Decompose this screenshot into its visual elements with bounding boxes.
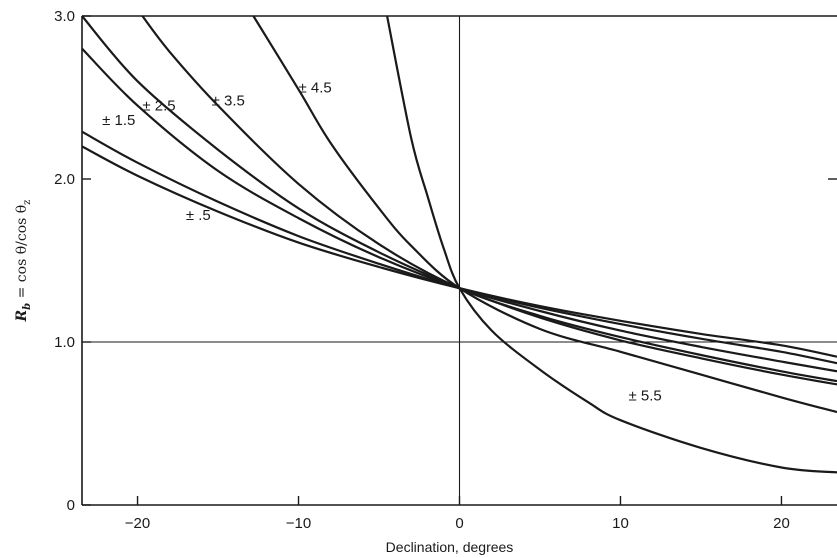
y-tick-label: 3.0 xyxy=(54,8,75,25)
curves xyxy=(81,15,837,474)
x-ticks: −20 −10 0 10 20 xyxy=(125,496,790,532)
curve-label: ± 3.5 xyxy=(212,93,245,110)
curve-label: ± 1.5 xyxy=(102,112,135,129)
y-axis-formula: = cos θ/cos θ xyxy=(14,205,30,303)
y-axis-subscript: b xyxy=(22,303,33,310)
y-tick-label: 1.0 xyxy=(54,334,75,351)
x-tick-label: 10 xyxy=(612,515,629,532)
curve-5p5 xyxy=(386,15,837,474)
y-tick-label: 0 xyxy=(67,497,75,514)
y-axis-formula-subscript: z xyxy=(22,200,33,205)
curve-label: ± 2.5 xyxy=(142,98,175,115)
curve-label: ± 5.5 xyxy=(629,388,662,405)
x-tick-label: −10 xyxy=(286,515,311,532)
x-tick-label: 0 xyxy=(455,515,463,532)
reference-lines xyxy=(82,16,837,505)
y-ticks: 0 1.0 2.0 3.0 xyxy=(54,8,837,514)
y-axis-symbol: R xyxy=(14,310,30,323)
curve-labels: ± .5 ± 1.5 ± 2.5 ± 3.5 ± 4.5 ± 5.5 xyxy=(102,80,662,405)
curve-3p5 xyxy=(141,15,837,383)
x-tick-label: −20 xyxy=(125,515,150,532)
y-axis-title: Rb = cos θ/cos θz xyxy=(14,200,33,323)
y-tick-label: 2.0 xyxy=(54,171,75,188)
x-tick-label: 20 xyxy=(773,515,790,532)
x-axis-title: Declination, degrees xyxy=(386,539,514,555)
curve-4p5 xyxy=(252,15,837,414)
curve-label: ± 4.5 xyxy=(299,80,332,97)
curve-unlabeled xyxy=(81,15,837,386)
curve-label: ± .5 xyxy=(186,207,211,224)
